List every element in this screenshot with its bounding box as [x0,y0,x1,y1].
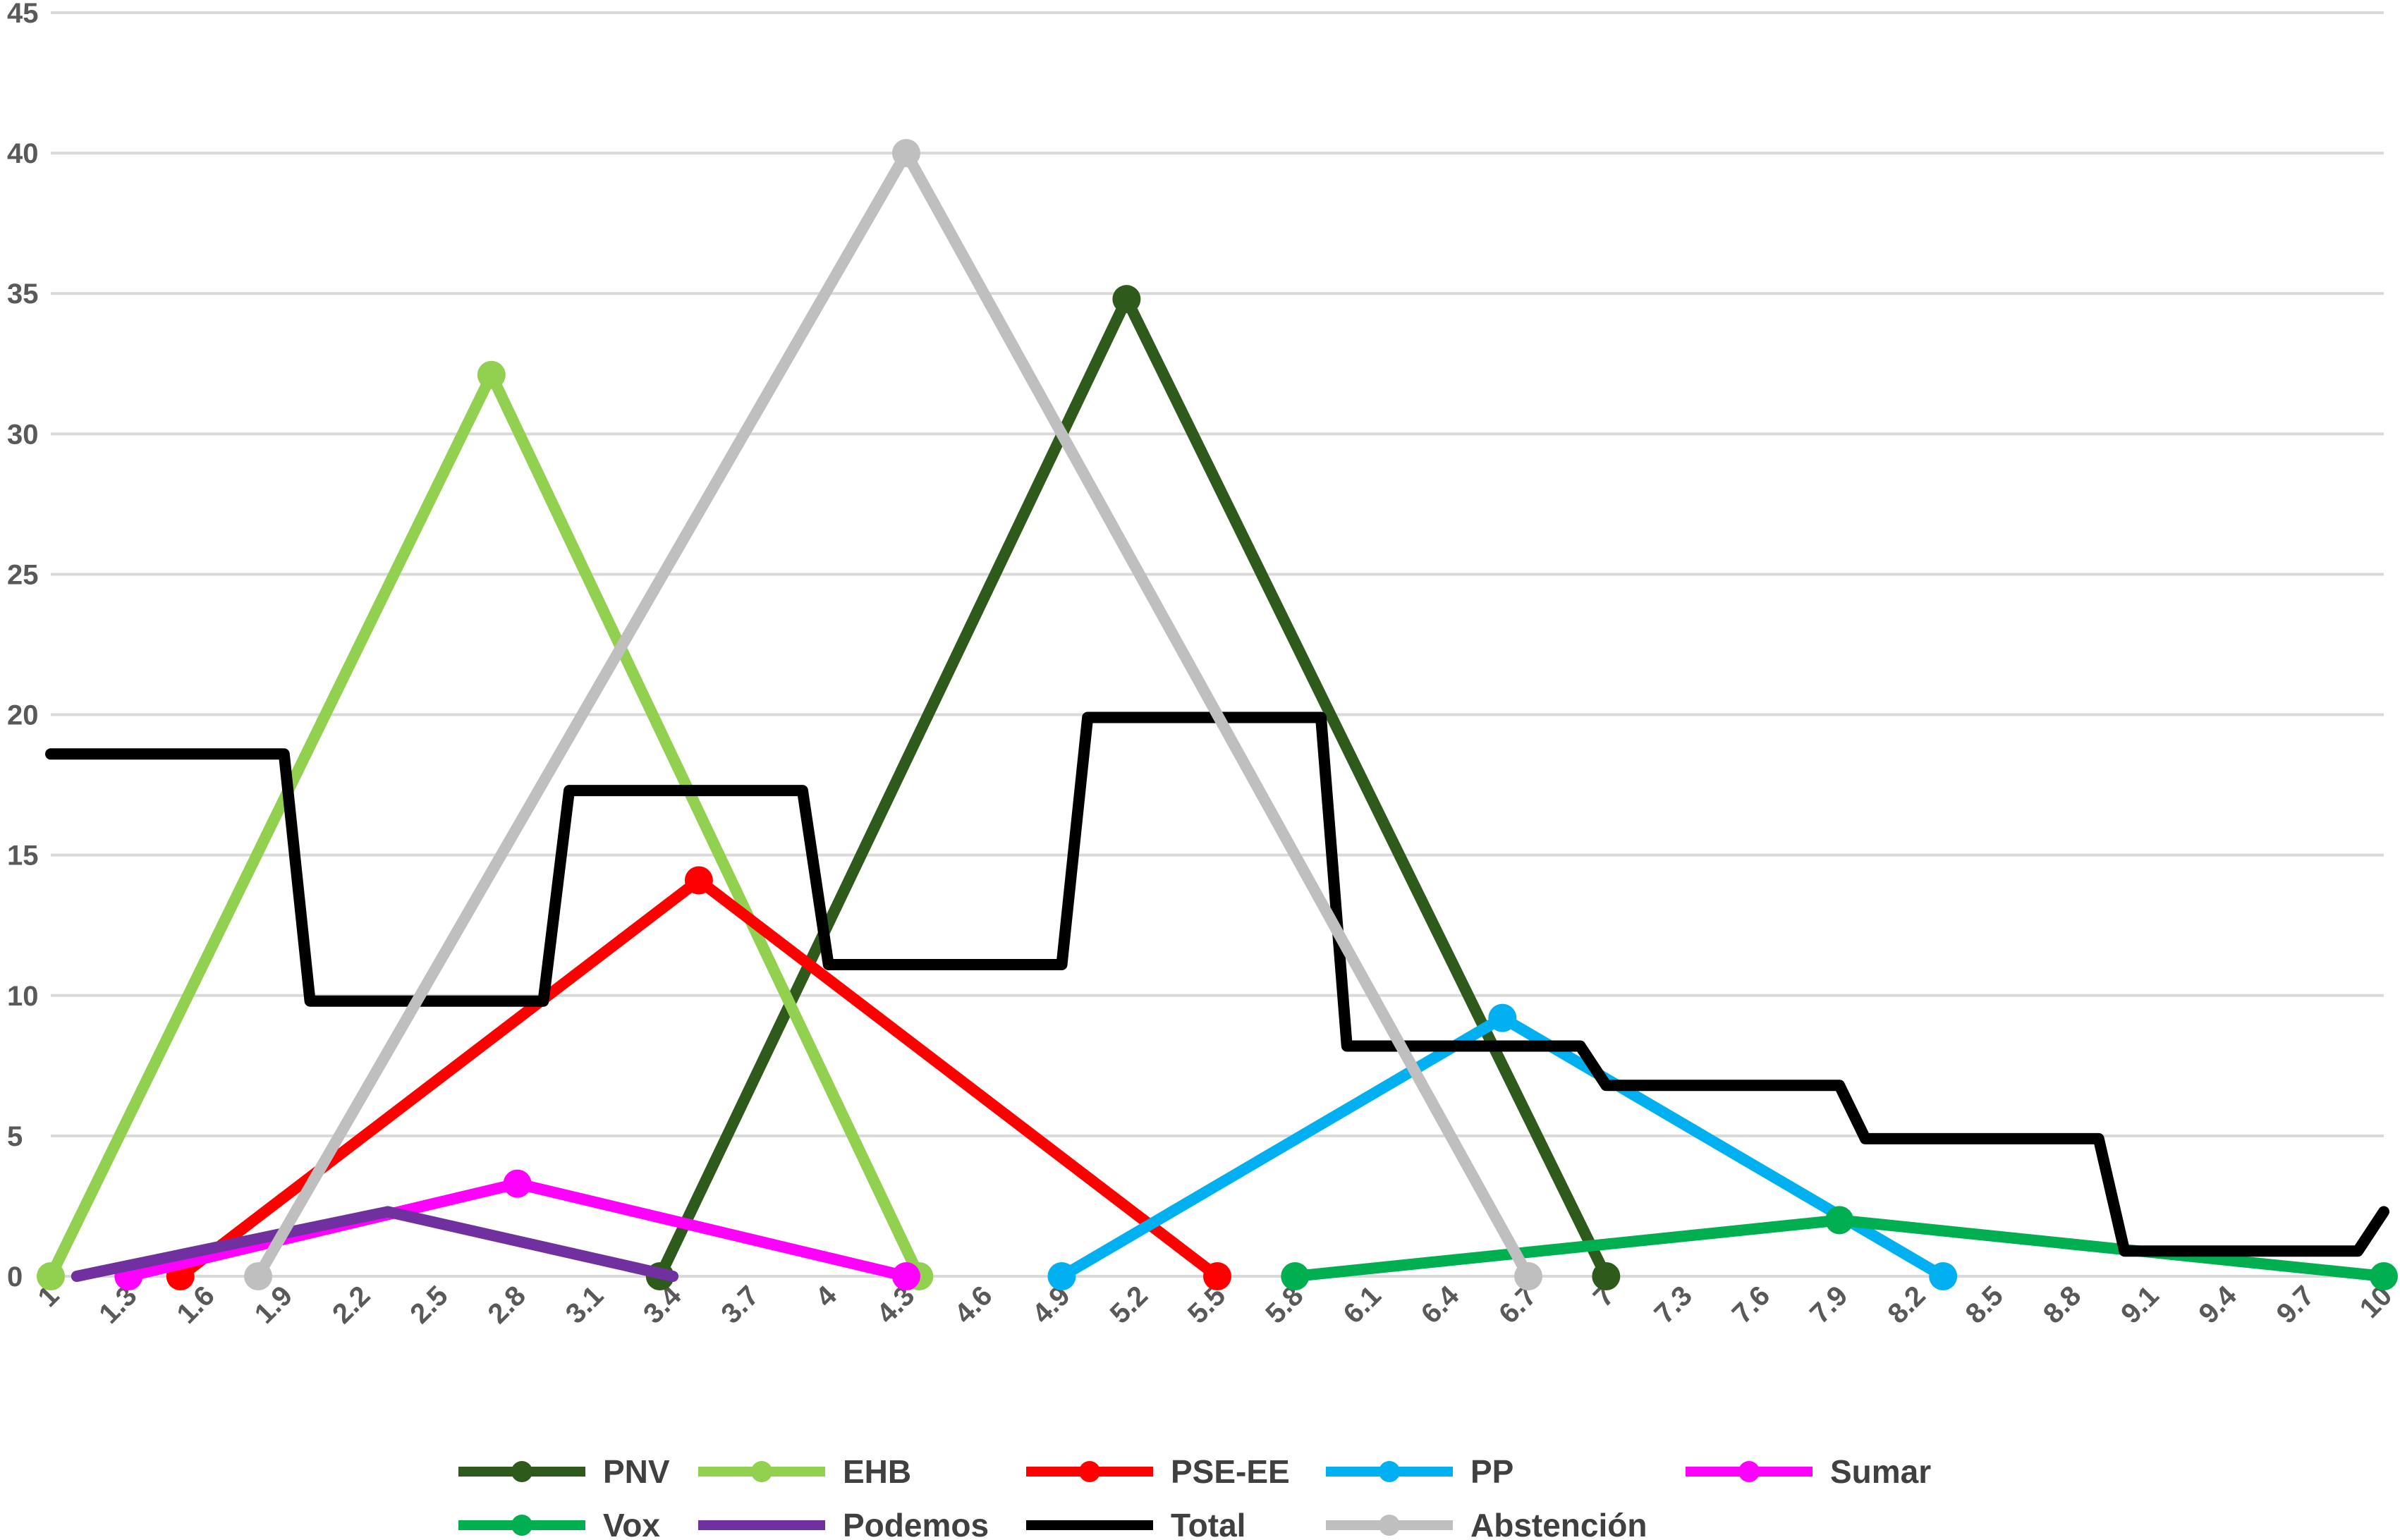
series-lines [37,139,2398,1290]
y-tick-label: 10 [7,981,39,1012]
data-point-pnv [1112,285,1141,314]
x-tick-label: 4 [810,1280,843,1313]
series-podemos [71,1206,679,1282]
legend-label: PSE-EE [1171,1453,1290,1490]
legend-item-pse-ee: PSE-EE [1026,1453,1290,1490]
x-tick-label: 4.6 [949,1280,998,1329]
series-total [45,711,2389,1257]
series-sumar [114,1169,920,1290]
data-point-sumar [503,1169,532,1198]
data-point-pse-ee [684,866,713,895]
y-tick-label: 40 [7,138,39,169]
data-point-vox [2370,1262,2398,1290]
legend-item-podemos: Podemos [698,1507,989,1540]
x-tick-label: 3.1 [560,1280,609,1329]
legend-marker [1379,1461,1400,1482]
series-ehb [37,360,934,1290]
legend-item-vox: Vox [458,1507,660,1540]
data-point-abstencion [891,139,920,168]
data-point-abstencion [1514,1262,1543,1290]
series-line-ehb [45,369,925,1282]
legend-marker [511,1461,532,1482]
data-point-sumar [891,1262,920,1290]
x-tick-label: 6.4 [1415,1280,1466,1330]
data-point-pp [1047,1262,1076,1290]
legend-label: Sumar [1830,1453,1931,1490]
x-tick-label: 2.2 [327,1280,376,1329]
x-tick-label: 6.1 [1337,1280,1387,1329]
data-point-pse-ee [1203,1262,1231,1290]
x-tick-label: 7.6 [1726,1280,1776,1329]
legend-marker [1738,1461,1760,1482]
legend-item-abstencion: Abstención [1326,1507,1647,1540]
legend-label: Total [1171,1507,1245,1540]
legend-item-pp: PP [1326,1453,1513,1490]
x-tick-label: 9.4 [2193,1280,2243,1330]
legend-item-total: Total [1026,1507,1245,1540]
data-point-vox [1825,1206,1854,1235]
x-tick-label: 7.3 [1649,1280,1698,1329]
legend-marker [1079,1461,1100,1482]
data-point-pnv [1592,1262,1621,1290]
x-tick-label: 5.2 [1104,1280,1154,1329]
legend-marker [751,1461,772,1482]
x-tick-label: 2.5 [404,1280,453,1329]
legend-label: PP [1470,1453,1513,1490]
data-point-vox [1281,1262,1310,1290]
legend-item-sumar: Sumar [1686,1453,1931,1490]
legend-marker [1379,1515,1400,1536]
data-point-ehb [477,360,506,389]
legend-label: PNV [603,1453,670,1490]
x-tick-label: 9.1 [2115,1280,2164,1329]
data-point-pp [1929,1262,1958,1290]
x-tick-label: 8.2 [1882,1280,1931,1329]
data-point-abstencion [244,1262,273,1290]
x-tick-label: 3.7 [715,1280,765,1329]
x-tick-label: 9.7 [2271,1280,2320,1329]
x-tick-label: 8.8 [2037,1280,2087,1329]
gridlines [51,11,2384,1278]
legend: PNV EHB PSE-EE PP Sumar Vox Podemos Total Absten… [458,1453,1931,1540]
legend-item-ehb: EHB [698,1453,911,1490]
data-point-pp [1488,1003,1517,1032]
y-tick-label: 45 [7,0,39,29]
y-tick-label: 30 [7,419,39,450]
y-tick-label: 25 [7,559,39,590]
series-abstencion [244,139,1543,1290]
legend-item-pnv: PNV [458,1453,670,1490]
series-vox [1281,1206,2398,1290]
legend-label: Abstención [1470,1507,1647,1540]
data-point-ehb [37,1262,65,1290]
y-tick-label: 0 [7,1261,23,1292]
legend-marker [511,1515,532,1536]
legend-label: Vox [603,1507,660,1540]
y-axis-ticks: 0 5 10 15 20 25 30 35 40 45 [7,0,39,1292]
legend-label: Podemos [843,1507,989,1540]
series-line-total [45,711,2389,1257]
series-line-podemos [71,1206,679,1282]
x-tick-label: 7.9 [1804,1280,1853,1329]
x-tick-label: 8.5 [1960,1280,2009,1329]
y-tick-label: 5 [7,1121,23,1152]
x-tick-label: 2.8 [482,1280,532,1329]
y-tick-label: 35 [7,279,39,310]
series-pp [1047,1003,1958,1290]
series-pse-ee [166,866,1231,1290]
y-tick-label: 20 [7,700,39,731]
y-tick-label: 15 [7,841,39,872]
legend-label: EHB [843,1453,911,1490]
